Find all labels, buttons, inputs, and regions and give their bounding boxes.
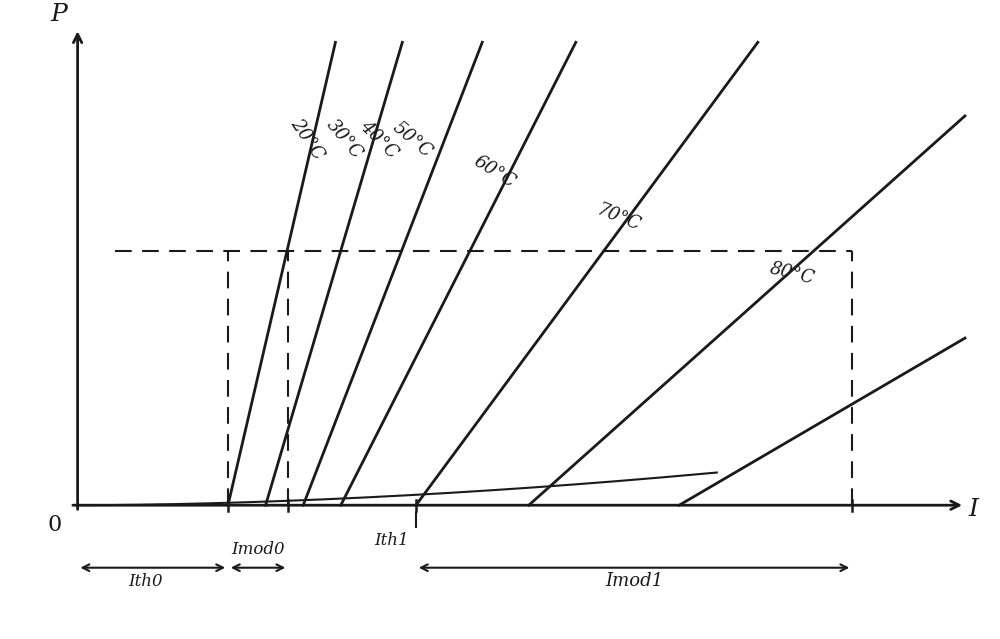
Text: 20°C: 20°C xyxy=(287,116,327,164)
Text: 30°C: 30°C xyxy=(323,116,366,163)
Text: Ith1: Ith1 xyxy=(374,532,408,548)
Text: 0: 0 xyxy=(48,514,62,537)
Text: Imod1: Imod1 xyxy=(605,572,663,590)
Text: 80°C: 80°C xyxy=(768,259,816,288)
Text: Ith0: Ith0 xyxy=(128,573,163,590)
Text: 50°C: 50°C xyxy=(389,118,436,161)
Text: 60°C: 60°C xyxy=(471,152,519,192)
Text: I: I xyxy=(969,498,979,521)
Text: 40°C: 40°C xyxy=(356,117,401,162)
Text: P: P xyxy=(50,3,67,26)
Text: Imod0: Imod0 xyxy=(231,541,285,558)
Text: 70°C: 70°C xyxy=(594,201,644,235)
